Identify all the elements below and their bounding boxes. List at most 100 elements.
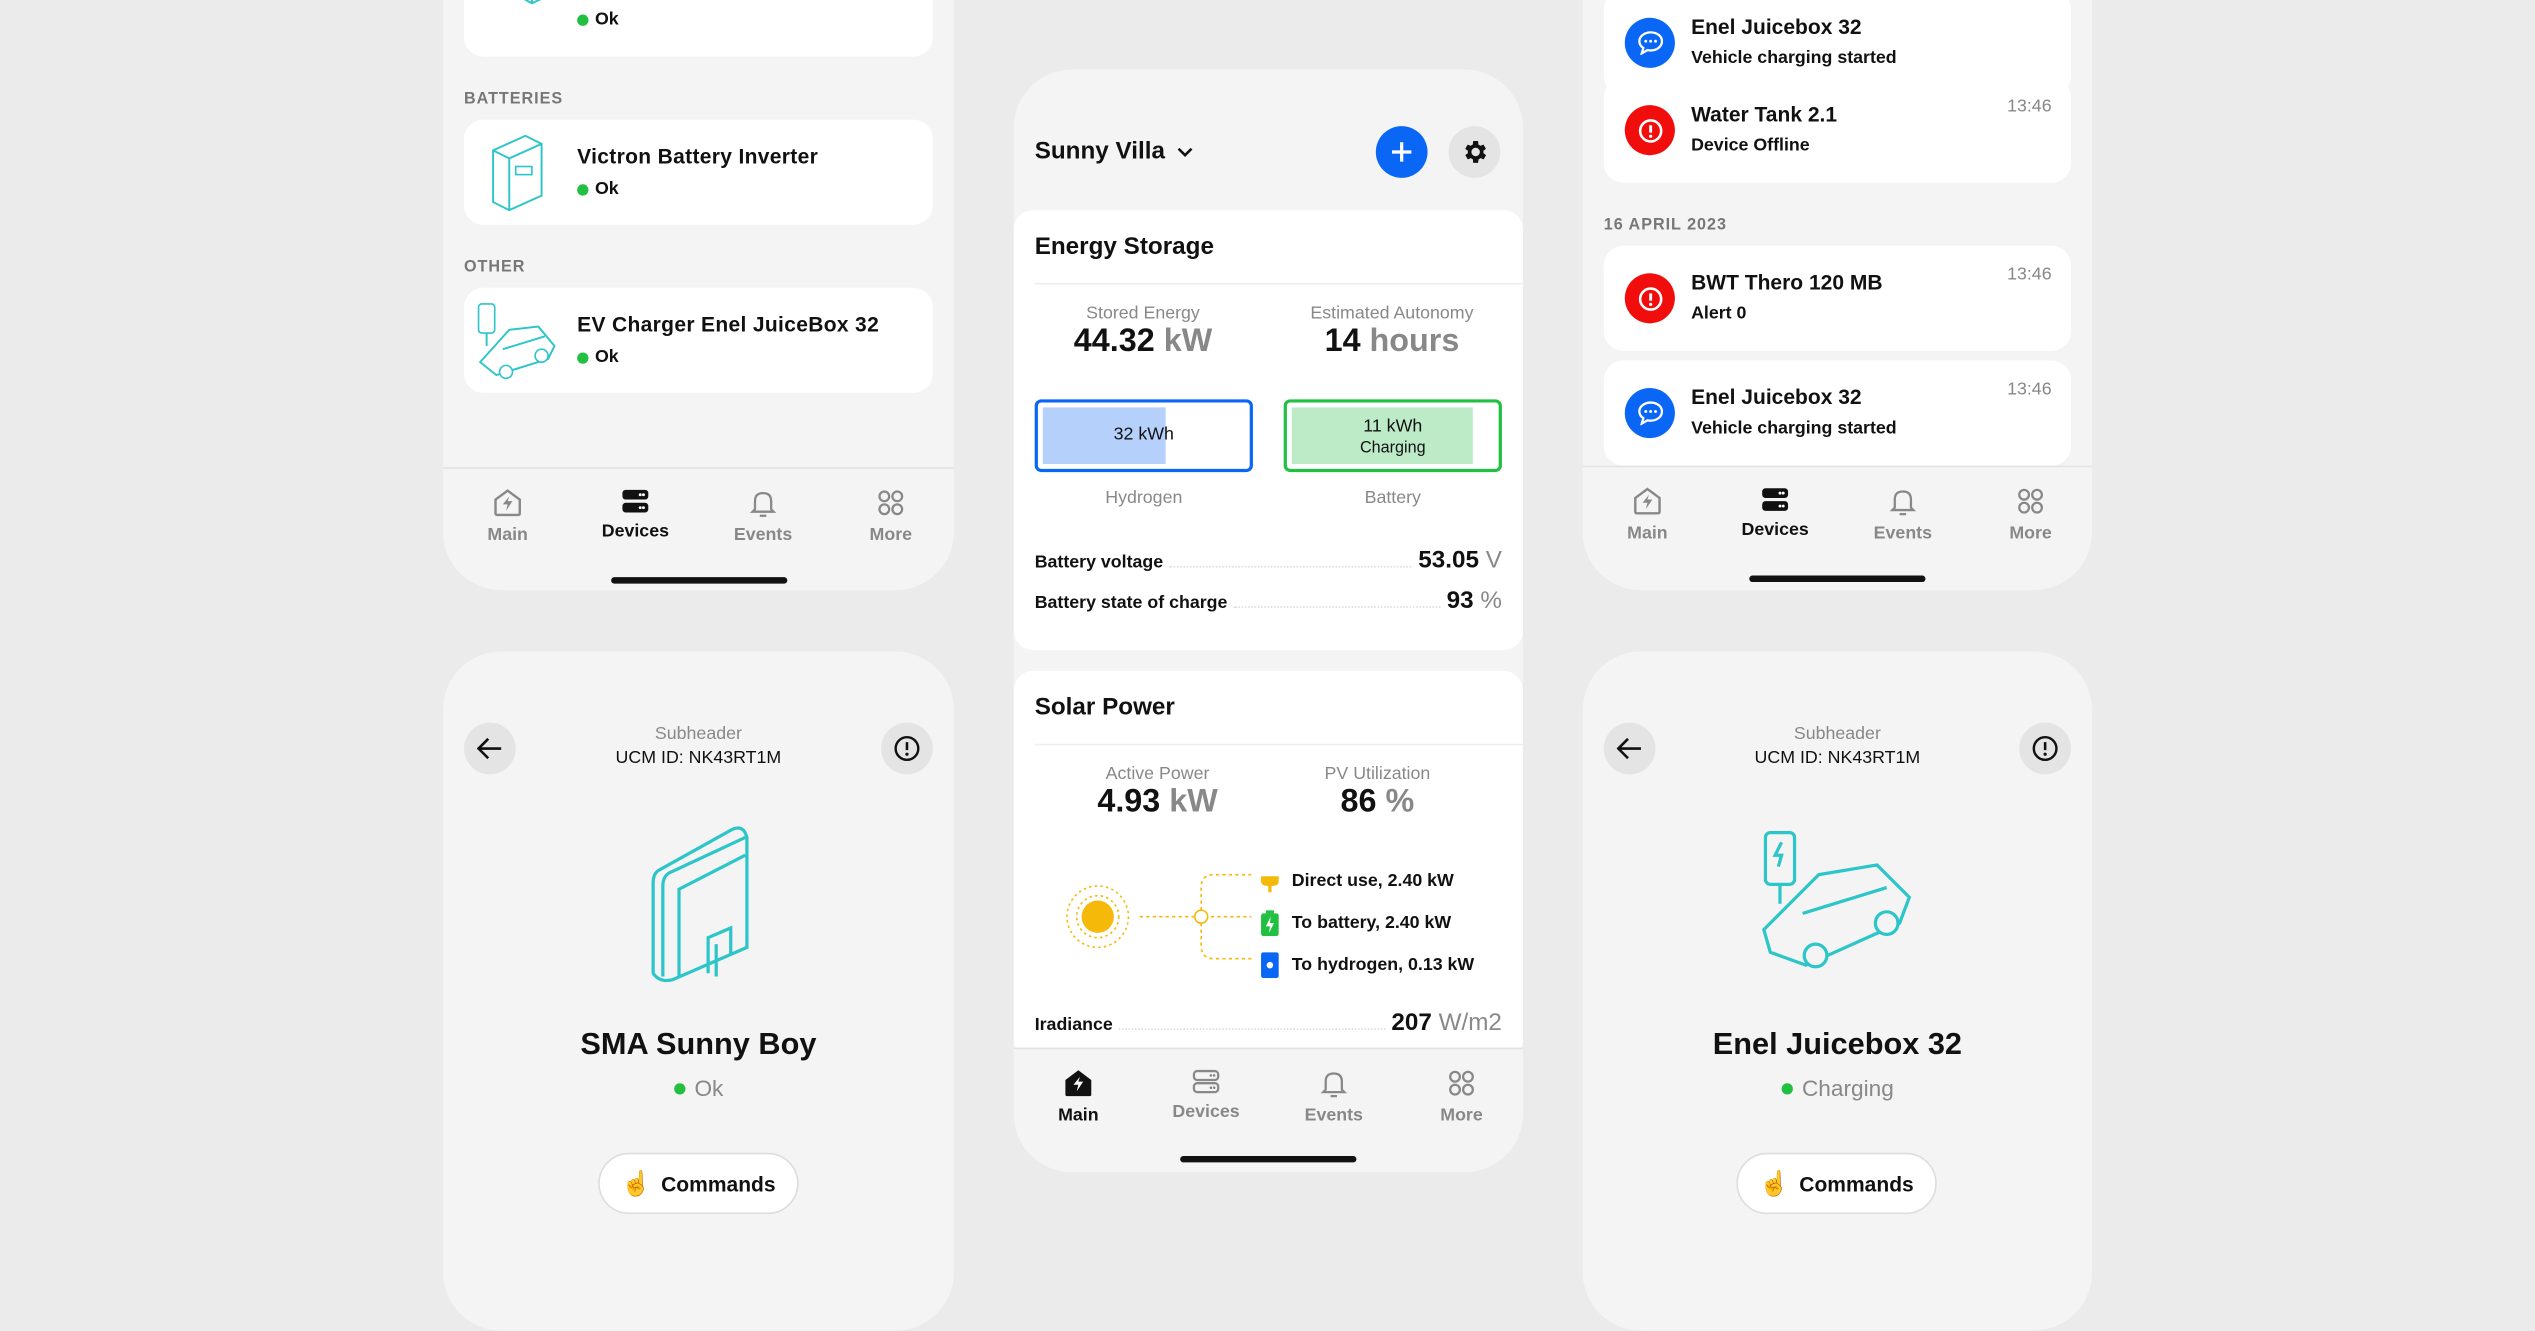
event-subtitle: Device Offline xyxy=(1691,135,1810,156)
flow-node xyxy=(1193,909,1209,924)
device-card-top[interactable]: Ok xyxy=(463,0,933,57)
chevron-down-icon xyxy=(1177,147,1192,157)
device-id: UCM ID: NK43RT1M xyxy=(1754,748,1921,768)
events-nav-area: Main Devices Events More xyxy=(1582,465,2093,590)
tab-devices[interactable]: Devices xyxy=(1141,1069,1270,1122)
inverter-detail-screen: Subheader UCM ID: NK43RT1M SMA Sunny Boy … xyxy=(442,651,954,1331)
card-title: Energy Storage xyxy=(1034,232,1214,261)
tab-main[interactable]: Main xyxy=(443,488,572,545)
status-dot xyxy=(577,13,589,26)
tab-label: Events xyxy=(1304,1105,1363,1126)
stored-energy-stat: Stored Energy 44.32 kW xyxy=(1035,304,1252,361)
tab-label: Devices xyxy=(1172,1102,1240,1122)
battery-text: 11 kWh Charging xyxy=(1287,415,1499,460)
tab-more[interactable]: More xyxy=(1397,1069,1523,1125)
pv-utilization-stat: PV Utilization 86 % xyxy=(1269,765,1486,822)
status-dot xyxy=(1780,1082,1793,1094)
tab-label: More xyxy=(2009,523,2052,544)
site-selector[interactable]: Sunny Villa xyxy=(1034,137,1194,165)
event-title: BWT Thero 120 MB xyxy=(1691,269,1883,295)
back-button[interactable] xyxy=(1603,722,1656,775)
touch-icon: ☝ xyxy=(621,1170,652,1198)
commands-button[interactable]: ☝ Commands xyxy=(598,1152,799,1215)
home-bolt-icon xyxy=(1583,487,1712,516)
stat-value: 4.93 kW xyxy=(1097,784,1218,820)
grid-icon xyxy=(1397,1069,1523,1098)
tab-label: Main xyxy=(1058,1105,1099,1126)
stat-label: Estimated Autonomy xyxy=(1310,303,1474,324)
battery-fill xyxy=(1291,407,1473,464)
event-card[interactable]: Enel Juicebox 32 Vehicle charging starte… xyxy=(1603,360,2071,466)
info-button[interactable] xyxy=(881,722,933,775)
tab-main[interactable]: Main xyxy=(1583,487,1712,544)
event-time: 13:46 xyxy=(2007,97,2052,117)
subheader: Subheader xyxy=(1793,724,1881,744)
tab-events[interactable]: Events xyxy=(1838,487,1967,544)
devices-icon xyxy=(1710,487,1839,513)
event-title: Water Tank 2.1 xyxy=(1691,101,1838,127)
sun-icon xyxy=(1081,900,1114,933)
subheader: Subheader xyxy=(654,724,742,744)
site-name: Sunny Villa xyxy=(1034,137,1165,165)
message-icon xyxy=(1624,17,1675,68)
autonomy-stat: Estimated Autonomy 14 hours xyxy=(1284,304,1501,361)
alert-icon xyxy=(1624,105,1675,156)
devices-icon xyxy=(1141,1069,1270,1095)
tab-events[interactable]: Events xyxy=(698,488,827,545)
ev-charger-illustration xyxy=(1762,830,1912,969)
home-indicator xyxy=(611,577,788,584)
device-card[interactable]: Victron Battery Inverter Ok xyxy=(463,119,933,225)
tab-label: More xyxy=(869,525,913,545)
flow-list: Direct use, 2.40 kW To battery, 2.40 kW … xyxy=(1261,860,1474,986)
flow-direct-use: Direct use, 2.40 kW xyxy=(1261,860,1474,902)
ev-charger-icon xyxy=(477,303,556,380)
plug-icon xyxy=(1261,869,1279,893)
battery-soc-row: Battery state of charge 93 % xyxy=(1034,586,1502,615)
stat-value: 86 % xyxy=(1340,784,1415,820)
tab-main[interactable]: Main xyxy=(1014,1069,1143,1126)
event-card[interactable]: BWT Thero 120 MB Alert 0 13:46 xyxy=(1603,245,2071,351)
home-bolt-icon xyxy=(1014,1069,1143,1098)
touch-icon: ☝ xyxy=(1759,1170,1790,1198)
section-label: OTHER xyxy=(463,258,526,277)
grid-icon xyxy=(1966,487,2092,516)
divider xyxy=(1034,282,1523,285)
back-button[interactable] xyxy=(463,722,516,775)
sun-inner-ring xyxy=(1075,894,1120,939)
hydrogen-value: 32 kWh xyxy=(1113,425,1174,445)
add-button[interactable] xyxy=(1375,126,1428,178)
tab-label: Main xyxy=(1627,523,1668,544)
hydrogen-fill xyxy=(1042,407,1166,464)
tab-label: Events xyxy=(1873,523,1933,544)
tab-more[interactable]: More xyxy=(826,488,954,545)
battery-gauge: 11 kWh Charging xyxy=(1283,399,1502,473)
alert-circle-icon xyxy=(894,736,920,762)
section-label: BATTERIES xyxy=(463,90,564,109)
device-card[interactable]: EV Charger Enel JuiceBox 32 Ok xyxy=(463,287,933,393)
tab-devices[interactable]: Devices xyxy=(1710,487,1839,540)
battery-label: Battery xyxy=(1364,488,1421,508)
arrow-left-icon xyxy=(476,737,502,760)
main-screen: Sunny Villa Energy Storage Stored Energy… xyxy=(1013,69,1523,1173)
commands-button[interactable]: ☝ Commands xyxy=(1736,1152,1937,1215)
status-dot xyxy=(577,351,589,363)
battery-status: Charging xyxy=(1359,439,1426,458)
alert-circle-icon xyxy=(2032,736,2058,762)
stat-label: Active Power xyxy=(1105,764,1210,785)
settings-button[interactable] xyxy=(1448,126,1501,178)
tab-more[interactable]: More xyxy=(1966,487,2092,544)
bell-icon xyxy=(698,488,827,517)
device-status: Ok xyxy=(594,9,619,30)
info-button[interactable] xyxy=(2019,722,2071,775)
detail-header: Subheader UCM ID: NK43RT1M xyxy=(443,724,954,768)
date-label: 16 APRIL 2023 xyxy=(1603,216,1727,235)
message-icon xyxy=(1624,388,1675,439)
tab-label: Devices xyxy=(1741,520,1809,540)
tab-events[interactable]: Events xyxy=(1269,1069,1398,1126)
flow-to-battery: To battery, 2.40 kW xyxy=(1261,902,1474,944)
charger-detail-screen: Subheader UCM ID: NK43RT1M Enel Juicebox … xyxy=(1582,651,2093,1331)
tab-devices[interactable]: Devices xyxy=(571,488,700,542)
event-card[interactable]: Water Tank 2.1 Device Offline 13:46 xyxy=(1603,77,2071,183)
bell-icon xyxy=(1269,1069,1398,1098)
home-indicator xyxy=(1180,1155,1357,1163)
